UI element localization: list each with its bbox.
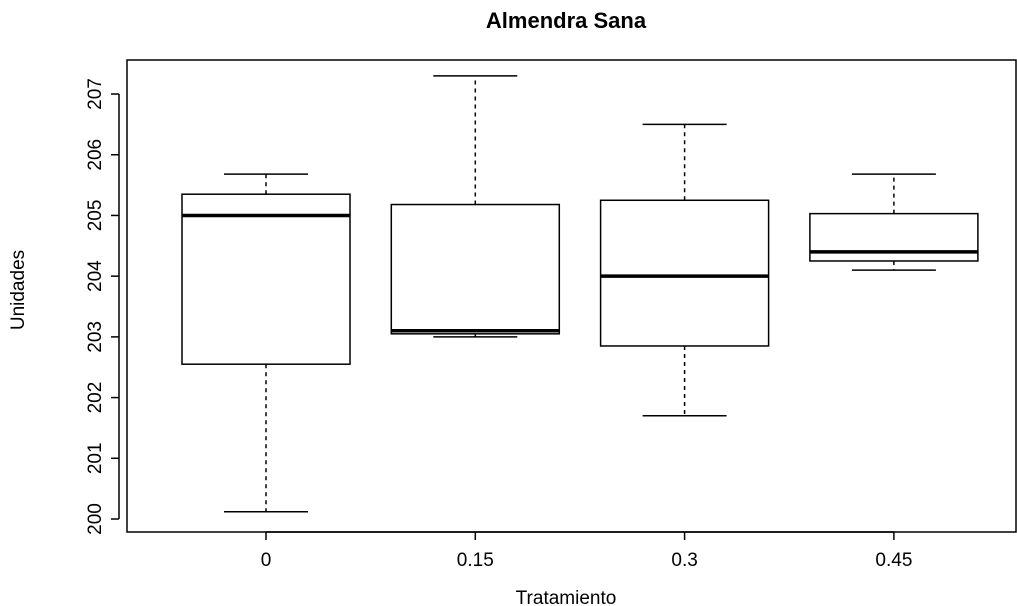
box-0.15 [390, 75, 561, 338]
iqr-box [181, 193, 351, 365]
y-tick-label: 205 [85, 200, 106, 232]
box-0.3 [599, 123, 770, 417]
x-tick-label: 0.3 [671, 550, 697, 571]
boxes-group [181, 75, 979, 513]
iqr-box [809, 212, 979, 262]
x-tick-label: 0 [261, 550, 272, 571]
x-axis: 0 0.15 0.3 0.45 [261, 531, 912, 571]
y-tick-label: 202 [85, 382, 106, 414]
y-axis-label: Unidades [8, 250, 29, 330]
y-tick-label: 200 [85, 503, 106, 535]
iqr-box [599, 199, 770, 347]
box-0 [181, 173, 351, 513]
chart-title: Almendra Sana [486, 8, 647, 33]
y-tick-label: 207 [85, 78, 106, 110]
y-tick-label: 206 [85, 139, 106, 171]
box-0.45 [809, 173, 979, 271]
x-tick-label: 0.15 [457, 550, 494, 571]
iqr-box [390, 203, 561, 335]
x-axis-label: Tratamiento [516, 588, 617, 606]
y-tick-label: 204 [85, 260, 106, 292]
y-tick-label: 201 [85, 442, 106, 474]
y-tick-label: 203 [85, 321, 106, 353]
x-tick-label: 0.45 [875, 550, 912, 571]
y-axis: 200 201 202 203 204 205 206 207 [85, 78, 120, 535]
